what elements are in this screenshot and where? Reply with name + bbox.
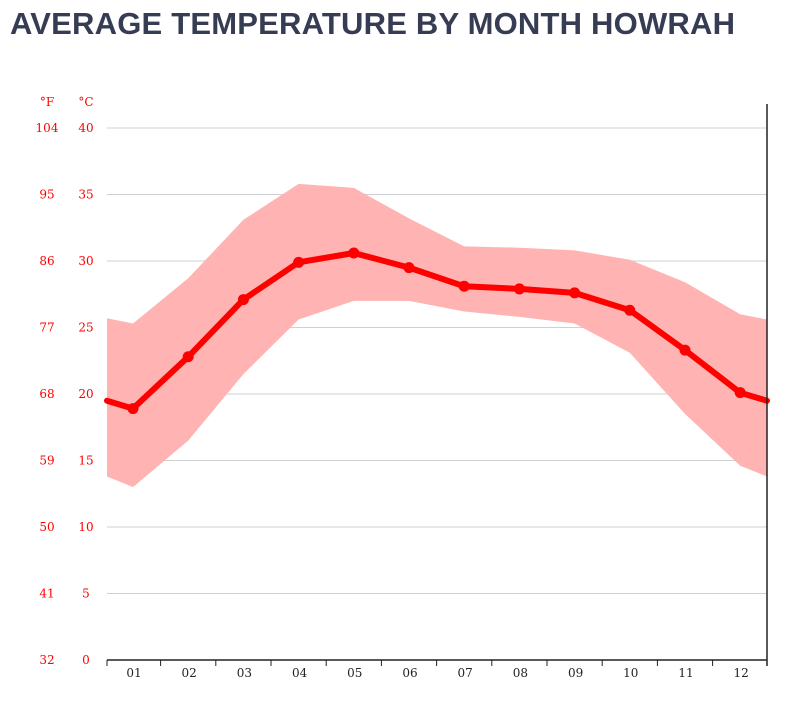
- average-line: [104, 247, 770, 415]
- average-point-09: [569, 287, 581, 299]
- average-point-07: [458, 280, 470, 292]
- xtick-label-04: 04: [292, 666, 308, 680]
- ytick-label-c: 30: [78, 254, 93, 268]
- xtick-label-03: 03: [237, 666, 252, 680]
- average-point-03: [237, 294, 249, 306]
- ytick-label-c: 10: [78, 520, 93, 534]
- xtick-label-11: 11: [678, 666, 693, 680]
- ytick-label-f: 104: [36, 121, 59, 135]
- ytick-label-c: 35: [78, 188, 93, 202]
- ytick-label-f: 41: [39, 587, 54, 601]
- ytick-label-c: 25: [78, 321, 93, 335]
- xtick-label-12: 12: [734, 666, 749, 680]
- ytick-label-c: 40: [78, 121, 93, 135]
- average-point-11: [679, 344, 691, 356]
- average-point-01: [127, 403, 139, 415]
- xtick-label-09: 09: [568, 666, 583, 680]
- ytick-label-c: 15: [78, 454, 93, 468]
- xtick-label-06: 06: [402, 666, 417, 680]
- range-band-area: [107, 183, 767, 488]
- axis-labels: °F °C 32 0 41 5 50 10 59 15 68 20 77 25 86 30 95 35 104 4…: [36, 95, 749, 680]
- ytick-label-f: 77: [39, 321, 54, 335]
- xtick-label-08: 08: [513, 666, 528, 680]
- average-point-02: [182, 351, 194, 363]
- xtick-label-02: 02: [182, 666, 197, 680]
- unit-fahrenheit-label: °F: [40, 95, 54, 109]
- ytick-label-c: 5: [82, 587, 90, 601]
- ytick-label-f: 50: [39, 520, 54, 534]
- ytick-label-f: 68: [39, 387, 54, 401]
- ytick-label-c: 20: [78, 387, 93, 401]
- ytick-label-c: 0: [82, 653, 90, 667]
- xtick-label-10: 10: [623, 666, 638, 680]
- average-point-12: [734, 387, 746, 399]
- xtick-label-01: 01: [126, 666, 141, 680]
- average-point-08: [513, 283, 525, 295]
- ytick-label-f: 95: [39, 188, 54, 202]
- average-point-05: [348, 247, 360, 259]
- page-title: AVERAGE TEMPERATURE BY MONTH HOWRAH: [10, 6, 736, 41]
- average-point-10: [624, 304, 636, 316]
- ytick-label-f: 59: [39, 454, 54, 468]
- axes: [106, 104, 768, 666]
- temperature-range-band: [107, 183, 767, 488]
- ytick-label-f: 32: [39, 653, 54, 667]
- average-point-06: [403, 262, 415, 274]
- average-series-line: [104, 250, 770, 412]
- unit-celsius-label: °C: [78, 95, 93, 109]
- average-point-04: [293, 256, 305, 268]
- ytick-label-f: 86: [39, 254, 54, 268]
- xtick-label-05: 05: [347, 666, 362, 680]
- xtick-label-07: 07: [458, 666, 473, 680]
